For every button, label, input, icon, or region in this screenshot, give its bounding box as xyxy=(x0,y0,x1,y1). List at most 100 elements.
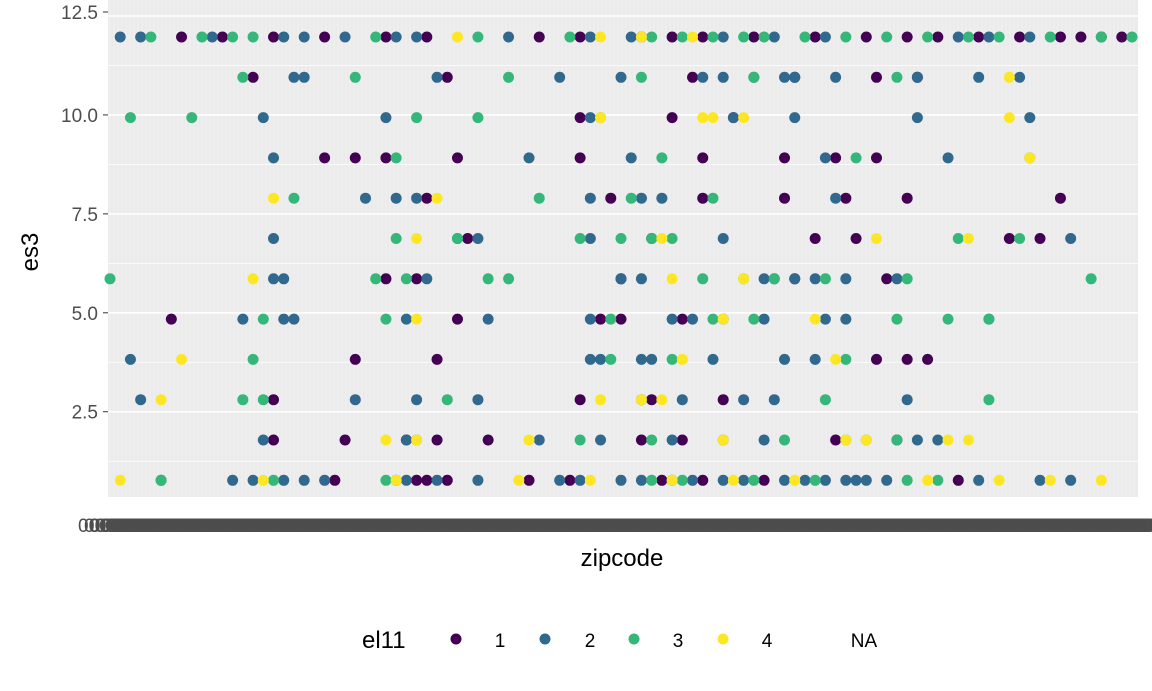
legend-key-4 xyxy=(717,633,729,645)
data-point-el11-3 xyxy=(503,273,515,285)
data-point-el11-1 xyxy=(523,474,535,486)
data-point-el11-2 xyxy=(738,474,750,486)
data-point-el11-4 xyxy=(993,474,1005,486)
data-point-el11-2 xyxy=(952,31,964,43)
x-tick-label: 0000 xyxy=(594,516,636,537)
x-tick-label: 0000 xyxy=(1128,516,1152,537)
data-point-el11-3 xyxy=(983,313,995,325)
data-point-el11-2 xyxy=(901,394,913,406)
data-point-el11-2 xyxy=(717,233,729,244)
data-point-el11-1 xyxy=(676,434,688,446)
data-point-el11-3 xyxy=(237,394,249,406)
x-tick-label: 0000 xyxy=(630,516,672,537)
x-tick-label: 0000 xyxy=(1062,516,1104,537)
data-point-el11-1 xyxy=(349,353,361,365)
x-tick-label: 0000 xyxy=(324,516,366,537)
data-point-el11-3 xyxy=(646,434,658,446)
data-point-el11-1 xyxy=(339,434,351,446)
x-tick-label: 0000 xyxy=(894,516,936,537)
data-point-el11-3 xyxy=(227,31,239,43)
legend: el11 1 2 3 4 NA xyxy=(362,627,878,654)
data-point-el11-1 xyxy=(380,273,392,285)
data-point-el11-1 xyxy=(840,192,852,204)
x-tick-label: 0000 xyxy=(348,516,390,537)
x-tick-label: 0000 xyxy=(1104,516,1146,537)
data-point-el11-1 xyxy=(697,192,709,204)
x-tick-label: 0000 xyxy=(810,516,852,537)
data-point-el11-3 xyxy=(349,71,361,83)
data-point-el11-2 xyxy=(707,353,719,365)
data-point-el11-4 xyxy=(513,474,525,486)
data-point-el11-1 xyxy=(973,31,985,43)
x-tick-label: 0000 xyxy=(210,516,252,537)
data-point-el11-2 xyxy=(789,71,801,83)
data-point-el11-1 xyxy=(666,112,678,124)
x-tick-label: 0000 xyxy=(972,516,1014,537)
data-point-el11-2 xyxy=(574,474,586,486)
data-point-el11-1 xyxy=(1003,233,1015,244)
data-point-el11-2 xyxy=(472,233,484,244)
data-point-el11-1 xyxy=(1054,31,1066,43)
data-point-el11-3 xyxy=(400,273,412,285)
x-tick-label: 0000 xyxy=(762,516,804,537)
legend-label-NA: NA xyxy=(851,631,878,652)
data-point-el11-1 xyxy=(462,233,474,244)
x-tick-label: 0000 xyxy=(774,516,816,537)
data-point-el11-1 xyxy=(411,474,423,486)
data-point-el11-3 xyxy=(533,192,545,204)
data-point-el11-1 xyxy=(431,434,443,446)
y-axis-title: es3 xyxy=(17,233,44,272)
data-point-el11-2 xyxy=(472,474,484,486)
data-point-el11-3 xyxy=(411,112,423,124)
data-point-el11-4 xyxy=(697,112,709,124)
data-point-el11-2 xyxy=(840,474,852,486)
data-point-el11-2 xyxy=(819,474,831,486)
data-point-el11-3 xyxy=(380,313,392,325)
data-point-el11-1 xyxy=(319,31,331,43)
data-point-el11-3 xyxy=(819,273,831,285)
data-point-el11-3 xyxy=(840,31,852,43)
x-tick-label: 0000 xyxy=(780,516,822,537)
data-point-el11-2 xyxy=(114,31,126,43)
data-point-el11-1 xyxy=(830,434,842,446)
data-point-el11-1 xyxy=(687,71,699,83)
data-point-el11-2 xyxy=(1024,112,1036,124)
legend-label-2: 2 xyxy=(585,631,596,652)
x-tick-label: 0000 xyxy=(1002,516,1044,537)
data-point-el11-2 xyxy=(687,313,699,325)
data-point-el11-3 xyxy=(288,192,300,204)
x-tick-label: 0000 xyxy=(888,516,930,537)
data-point-el11-4 xyxy=(595,394,607,406)
data-point-el11-2 xyxy=(288,313,300,325)
data-point-el11-4 xyxy=(942,434,954,446)
data-point-el11-2 xyxy=(799,474,811,486)
x-tick-label: 0000 xyxy=(84,516,126,537)
data-point-el11-4 xyxy=(738,112,750,124)
data-point-el11-2 xyxy=(339,31,351,43)
data-point-el11-3 xyxy=(666,353,678,365)
x-tick-label: 0000 xyxy=(510,516,552,537)
data-point-el11-2 xyxy=(676,394,688,406)
data-point-el11-2 xyxy=(400,313,412,325)
data-point-el11-2 xyxy=(635,474,647,486)
x-tick-label: 0000 xyxy=(900,516,942,537)
x-tick-label: 0000 xyxy=(558,516,600,537)
data-point-el11-1 xyxy=(901,353,913,365)
data-point-el11-2 xyxy=(789,273,801,285)
data-point-el11-2 xyxy=(819,313,831,325)
data-point-el11-1 xyxy=(441,474,453,486)
data-point-el11-2 xyxy=(554,474,566,486)
data-point-el11-3 xyxy=(615,233,627,244)
x-tick-label: 0000 xyxy=(834,516,876,537)
data-point-el11-3 xyxy=(891,434,903,446)
x-tick-label: 0000 xyxy=(1056,516,1098,537)
x-tick-label: 0000 xyxy=(822,516,864,537)
data-point-el11-2 xyxy=(411,31,423,43)
data-point-el11-2 xyxy=(830,71,842,83)
data-point-el11-4 xyxy=(635,394,647,406)
x-tick-label: 0000 xyxy=(684,516,726,537)
x-tick-label: 0000 xyxy=(642,516,684,537)
data-point-el11-4 xyxy=(860,434,872,446)
data-point-el11-2 xyxy=(758,273,770,285)
